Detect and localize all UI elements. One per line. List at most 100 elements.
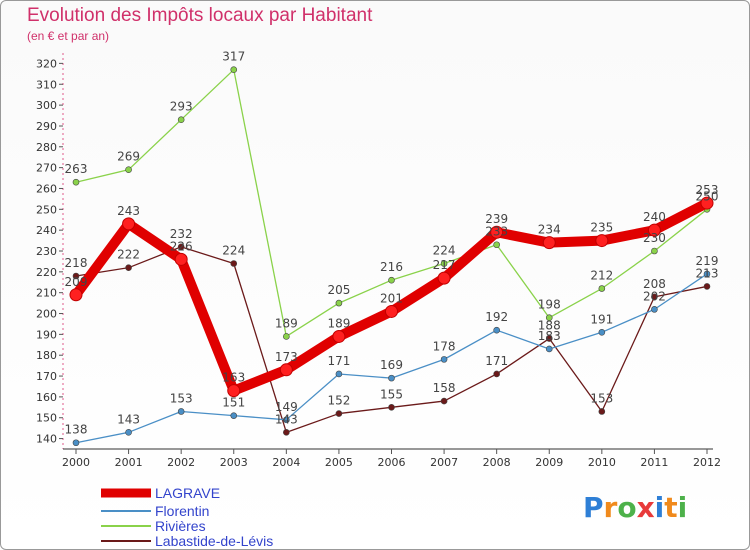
data-point (177, 408, 185, 415)
data-label: 234 (538, 223, 561, 237)
data-point (177, 243, 185, 251)
proxiti-logo: Proxiti (583, 491, 687, 524)
data-label: 149 (275, 400, 298, 414)
data-label: 240 (643, 210, 666, 224)
y-tick-label: 200 (36, 308, 57, 321)
y-tick-label: 210 (36, 287, 57, 300)
logo-letter: t (664, 491, 677, 524)
y-tick-label: 180 (36, 349, 57, 362)
data-point (230, 66, 238, 73)
data-label: 219 (696, 254, 719, 268)
data-label: 198 (538, 298, 561, 312)
data-label: 138 (65, 423, 88, 437)
y-tick-label: 170 (36, 370, 57, 383)
data-label: 171 (485, 354, 508, 368)
x-tick-label: 2011 (640, 456, 668, 469)
y-tick-label: 220 (36, 266, 57, 279)
data-point (177, 116, 185, 123)
data-point (283, 429, 290, 436)
data-label: 212 (590, 269, 613, 283)
data-label: 178 (433, 339, 456, 353)
data-point (125, 166, 132, 174)
data-point (647, 223, 661, 237)
data-label: 222 (117, 248, 140, 262)
data-label: 213 (696, 266, 719, 280)
data-label: 250 (696, 189, 719, 203)
data-label: 153 (590, 391, 613, 405)
data-label: 293 (170, 100, 193, 114)
data-label: 224 (433, 244, 456, 258)
y-tick-label: 280 (36, 141, 57, 154)
data-point (388, 374, 395, 382)
data-label: 230 (643, 231, 666, 245)
x-tick-label: 2001 (115, 456, 143, 469)
data-label: 205 (327, 283, 350, 297)
data-point (542, 236, 556, 250)
data-point (490, 225, 504, 239)
y-tick-label: 230 (36, 245, 57, 258)
data-label: 201 (380, 291, 403, 305)
data-point (72, 178, 80, 186)
data-point (335, 410, 343, 417)
data-label: 233 (485, 225, 508, 239)
data-point (388, 404, 395, 411)
data-label: 235 (590, 221, 613, 235)
data-label: 209 (65, 275, 88, 289)
data-point (125, 264, 132, 271)
data-label: 163 (222, 371, 245, 385)
data-point (440, 356, 448, 363)
y-tick-label: 250 (36, 203, 57, 216)
data-point (122, 217, 136, 231)
x-tick-label: 2012 (693, 456, 721, 469)
data-label: 216 (380, 260, 403, 274)
data-point (385, 304, 398, 318)
y-tick-label: 270 (36, 162, 57, 175)
data-label: 239 (485, 212, 508, 226)
data-point (69, 288, 83, 302)
data-point (595, 234, 609, 248)
data-point (227, 384, 241, 398)
data-point (493, 326, 500, 334)
y-tick-label: 310 (36, 78, 57, 91)
data-point (703, 270, 711, 278)
y-tick-label: 160 (36, 391, 57, 404)
data-point (230, 412, 238, 419)
y-tick-label: 290 (36, 120, 57, 133)
data-label: 218 (65, 256, 88, 270)
data-point (700, 196, 714, 210)
data-label: 152 (327, 394, 350, 408)
y-tick-label: 140 (36, 433, 57, 446)
data-point (545, 345, 553, 353)
x-tick-label: 2002 (167, 456, 195, 469)
data-point (332, 329, 346, 343)
data-point (174, 252, 188, 266)
legend-label: Labastide-de-Lévis (155, 533, 273, 549)
y-tick-label: 260 (36, 182, 57, 195)
data-label: 189 (327, 316, 350, 330)
data-label: 155 (380, 387, 403, 401)
chart-title: Evolution des Impôts locaux par Habitant (27, 5, 373, 26)
legend-label: Rivières (155, 518, 206, 534)
data-point (283, 416, 290, 424)
data-point (651, 293, 658, 301)
data-point (545, 314, 553, 321)
data-label: 317 (222, 50, 245, 64)
logo-letter: r (604, 491, 618, 524)
x-tick-label: 2005 (325, 456, 353, 469)
data-label: 143 (117, 412, 140, 426)
chart-subtitle: (en € et par an) (27, 29, 110, 43)
data-label: 151 (222, 396, 245, 410)
data-point (283, 333, 290, 340)
logo-letter: P (583, 491, 604, 524)
x-tick-label: 2000 (62, 456, 90, 469)
data-label: 169 (380, 358, 403, 372)
legend-label: Florentin (155, 503, 209, 519)
data-point (440, 397, 448, 405)
x-tick-label: 2004 (272, 456, 300, 469)
data-label: 188 (538, 319, 561, 333)
data-label: 263 (65, 162, 88, 176)
logo-letter: x (637, 491, 655, 524)
data-label: 232 (170, 227, 193, 241)
